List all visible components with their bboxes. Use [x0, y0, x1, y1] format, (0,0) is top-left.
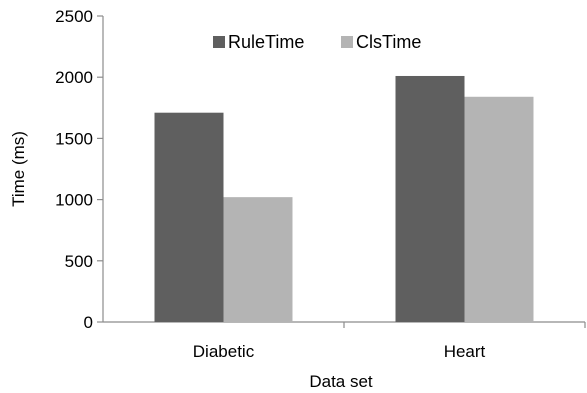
- x-tick-label: Diabetic: [193, 342, 255, 361]
- y-tick-label: 2500: [55, 7, 93, 26]
- legend-label-clstime: ClsTime: [356, 32, 421, 52]
- y-tick-label: 2000: [55, 68, 93, 87]
- bar-ruletime-heart: [395, 75, 465, 322]
- legend: RuleTime ClsTime: [213, 32, 421, 52]
- legend-swatch-clstime: [341, 36, 353, 48]
- x-axis-title: Data set: [309, 372, 373, 391]
- y-axis-ticks: 0 500 1000 1500 2000 2500: [55, 7, 103, 332]
- y-tick-label: 500: [65, 252, 93, 271]
- x-axis-ticks: Diabetic Heart: [193, 322, 586, 361]
- bar-clstime-heart: [464, 96, 534, 322]
- x-tick-label: Heart: [444, 342, 486, 361]
- y-tick-label: 1500: [55, 129, 93, 148]
- bar-clstime-diabetic: [223, 197, 293, 322]
- bar-series: [154, 75, 534, 322]
- y-tick-label: 1000: [55, 191, 93, 210]
- bar-ruletime-diabetic: [154, 112, 224, 322]
- y-tick-label: 0: [84, 313, 93, 332]
- y-axis-title: Time (ms): [9, 131, 28, 207]
- legend-swatch-ruletime: [213, 36, 225, 48]
- legend-label-ruletime: RuleTime: [228, 32, 304, 52]
